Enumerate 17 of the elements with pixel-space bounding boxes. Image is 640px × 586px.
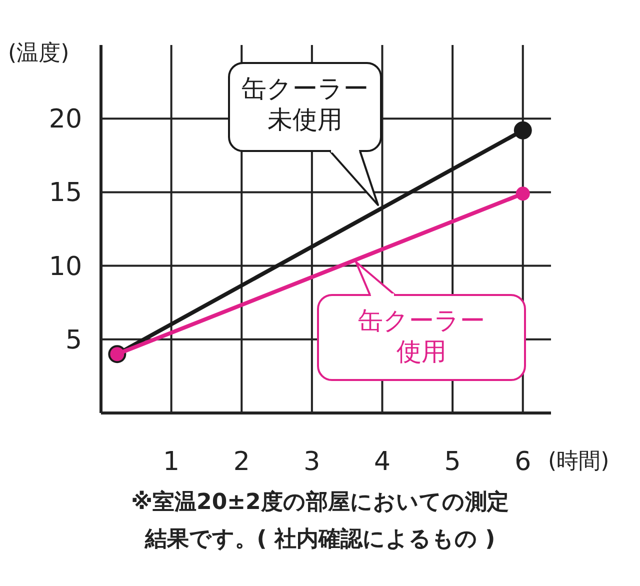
point [514, 121, 532, 140]
x-tick-label: 2 [233, 447, 250, 477]
x-tick-label: 6 [514, 447, 532, 477]
y-tick-label: 5 [65, 325, 82, 356]
x-axis-title: (時間) [548, 449, 610, 474]
x-tick-label: 1 [163, 447, 180, 477]
x-tick-label: 4 [374, 447, 391, 477]
point [516, 186, 530, 201]
legend-label: 缶クーラー使用 [357, 305, 486, 368]
text: ※室温20±2度の部屋においての測定結果です。( 社内確認によるもの ) [130, 488, 510, 554]
x-tick-label: 3 [304, 447, 320, 477]
text: 缶クーラー未使用 [240, 73, 370, 136]
y-tick-label: 20 [48, 104, 82, 135]
x-tick-label: 5 [444, 447, 461, 477]
y-axis-title: (温度) [8, 41, 70, 66]
y-tick-label: 10 [48, 252, 82, 282]
y-tick-label: 15 [48, 178, 82, 208]
